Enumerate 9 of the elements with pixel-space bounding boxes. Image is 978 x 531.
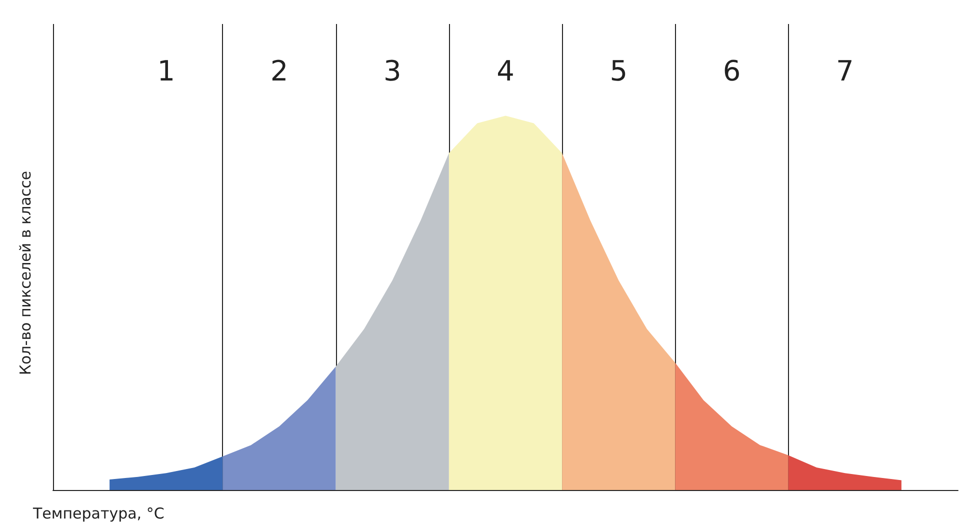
text: 4 xyxy=(496,54,514,88)
y-axis-title: Кол-во пикселей в классе xyxy=(16,170,34,376)
x-axis-title: Температура, °C xyxy=(32,504,164,522)
text: 6 xyxy=(722,54,741,88)
text: 1 xyxy=(157,54,176,88)
text: 7 xyxy=(836,54,854,88)
text: 3 xyxy=(383,54,402,88)
text: 2 xyxy=(270,54,288,88)
text: 5 xyxy=(610,54,628,88)
